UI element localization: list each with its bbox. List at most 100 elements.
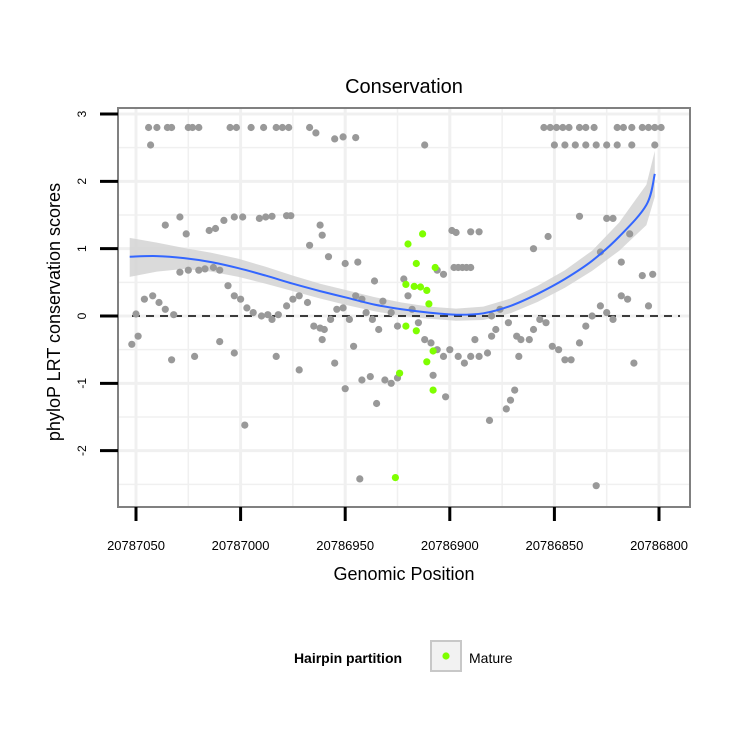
smooth-trend-line [129,173,656,316]
data-point [327,315,335,323]
data-point [232,123,240,132]
data-point [552,123,561,132]
data-point [630,359,638,367]
data-point [182,230,190,238]
data-point [429,371,437,379]
data-point-mature [429,386,437,394]
plot-panel [117,107,691,508]
data-point [657,123,665,132]
data-point [567,356,575,364]
data-point [358,376,366,384]
panel-border [117,107,691,508]
data-point [312,129,320,137]
data-point [247,123,255,132]
data-point [582,322,590,330]
data-point [195,266,203,274]
data-point [341,385,349,393]
data-point [345,315,353,323]
data-point-mature [412,327,420,335]
data-point [628,123,636,132]
data-point [502,405,510,413]
data-point [370,277,379,285]
data-point [590,123,598,132]
data-point [561,356,569,364]
data-point [155,298,163,307]
data-point [603,214,611,222]
data-point [220,216,228,224]
data-point [649,270,657,278]
data-point [149,292,157,300]
data-point [375,325,383,334]
legend-mature-marker [442,652,450,660]
data-point [320,325,328,334]
data-point [205,226,213,235]
data-point [241,421,249,429]
data-point [651,141,659,149]
data-point [237,295,245,303]
data-point [147,141,155,149]
data-point-mature [419,230,427,238]
x-tick-label: 20786800 [630,538,688,553]
data-point [529,245,538,253]
data-point [381,376,389,384]
data-point [350,342,358,350]
data-point [352,292,360,300]
data-point [153,123,161,132]
x-tick-label: 20786900 [421,538,479,553]
data-point [588,312,596,320]
chart-title: Conservation [345,76,463,98]
data-point [550,141,559,149]
data-point [272,352,280,360]
x-tick-label: 20786850 [525,538,583,553]
data-point [295,366,303,374]
data-point [644,123,653,132]
data-point [613,141,621,149]
data-point [287,212,295,220]
data-point-mature [410,282,418,290]
data-point [339,133,347,141]
data-point [609,315,617,323]
data-point [354,258,362,266]
data-point [387,379,395,387]
data-point [442,393,450,401]
data-point [467,228,475,236]
data-point [565,123,573,132]
data-point [506,396,515,404]
data-point [168,123,176,132]
data-point [544,232,552,241]
data-point [582,123,590,132]
data-point [295,292,303,300]
data-point [224,282,232,290]
data-point [644,302,653,310]
data-point [603,309,611,317]
data-point [161,221,169,229]
data-point [339,304,347,312]
data-point [324,253,333,261]
data-point [400,275,408,283]
y-tick-label: -2 [75,445,89,456]
data-point-mature [396,369,404,377]
data-point [239,213,247,221]
legend-label-mature: Mature [469,650,513,666]
data-point [592,482,600,490]
data-point [617,258,625,266]
data-point [191,352,199,360]
data-point [362,309,370,317]
y-axis: -2 -1 0 1 2 3 [75,110,118,456]
data-point [368,315,376,323]
data-point [439,270,448,278]
y-axis-label: phyloP LRT conservation scores [44,183,64,441]
data-point [272,123,280,132]
data-point [255,214,263,222]
data-point-mature [431,263,439,272]
data-point [134,332,142,340]
data-point [525,336,533,344]
data-point-mature [391,474,399,482]
data-point [575,123,584,132]
data-point [316,221,324,229]
data-point-mature [402,322,410,330]
data-point [492,325,500,334]
data-point [145,123,153,132]
data-point [483,349,492,357]
data-point [209,263,217,272]
